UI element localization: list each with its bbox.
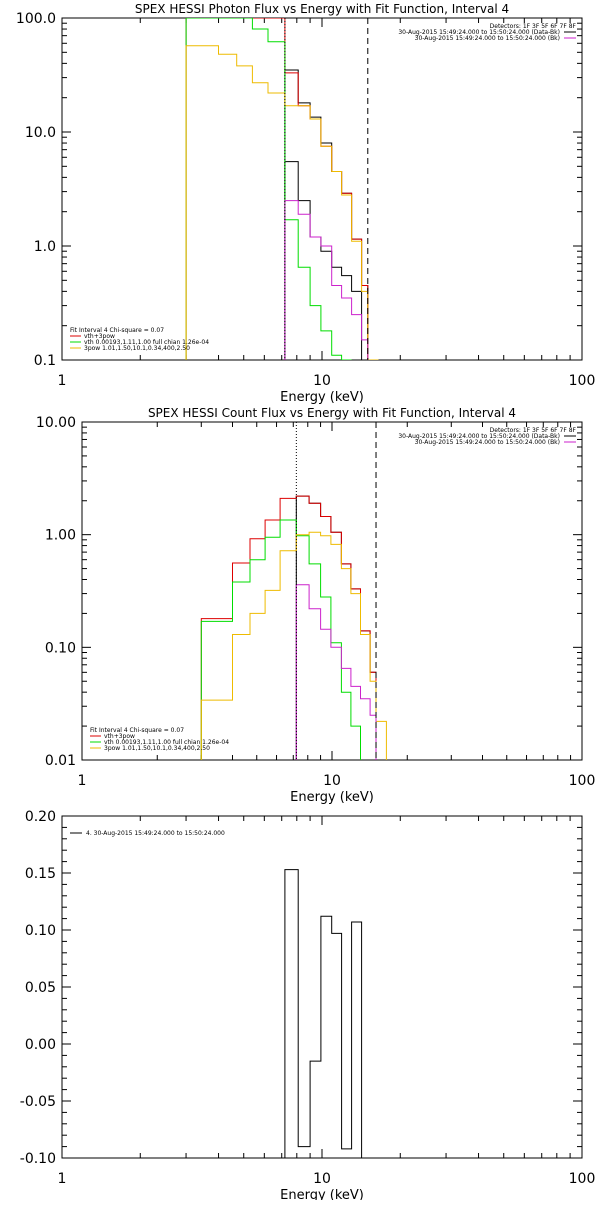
y-tick-label: 1.00 [45, 528, 76, 544]
y-tick-label: -0.05 [20, 1094, 56, 1110]
legend-bl-label: vth 0.00193,1.11,1.00 full chian 1.26e-0… [104, 739, 229, 746]
legend-tr-text: 30-Aug-2015 15:49:24.000 to 15:50:24.000… [415, 35, 560, 42]
series-group [185, 18, 379, 360]
y-tick-label: 0.10 [45, 640, 76, 656]
chart-resid: 1 10 100 Energy (keV) -0.10 -0.05 0.00 0.05 0.10… [20, 809, 596, 1203]
y-tick-label: 0.15 [25, 866, 56, 882]
y-tick-label: 10.0 [25, 125, 56, 141]
x-tick-label: 1 [78, 773, 87, 789]
x-tick-label: 10 [323, 773, 341, 789]
y-tick-label: 0.05 [25, 980, 56, 996]
chart-count: SPEX HESSI Count Flux vs Energy with Fit… [36, 406, 595, 805]
chart-title: SPEX HESSI Count Flux vs Energy with Fit… [148, 406, 516, 420]
y-tick-label: 0.10 [25, 923, 56, 939]
y-tick-label: 0.00 [25, 1037, 56, 1053]
legend-bl-label: vth 0.00193,1.11,1.00 full chian 1.26e-0… [84, 339, 209, 346]
series-4-step-line [185, 45, 379, 360]
x-tick-label: 100 [569, 773, 596, 789]
series-4-step-line [295, 584, 377, 760]
y-tick-label: 10.00 [36, 415, 76, 431]
plot-frame [61, 815, 583, 1159]
legend-tr-text: 30-Aug-2015 15:49:24.000 to 15:50:24.000… [415, 439, 560, 446]
plot-frame [81, 421, 583, 761]
x-axis-label: Energy (keV) [280, 1188, 364, 1200]
series-0-step-line [284, 869, 368, 1158]
x-axis-label: Energy (keV) [280, 390, 364, 405]
series-group [200, 495, 387, 760]
legend-bl-header: Fit Interval 4 Chi-square = 0.07 [90, 727, 184, 734]
series-1-step-line [284, 69, 369, 360]
series-3-step-line [200, 531, 387, 760]
legend-tr-text: 30-Aug-2015 15:49:24.000 to 15:50:24.000… [398, 29, 560, 36]
legend-bl-label: 3pow 1.01,1.50,10.1,0.34,400,2.50 [104, 745, 210, 752]
series-2-step-line [200, 519, 361, 760]
series-group [284, 869, 368, 1158]
x-tick-label: 10 [313, 373, 331, 389]
series-0-step-line [284, 161, 368, 360]
series-3-step-line [185, 18, 352, 360]
y-tick-label: 1.0 [34, 239, 56, 255]
chart-title: SPEX HESSI Photon Flux vs Energy with Fi… [135, 2, 509, 16]
legend-bl-label: 3pow 1.01,1.50,10.1,0.34,400,2.50 [84, 345, 190, 352]
y-tick-label: 100.0 [16, 11, 56, 27]
y-tick-label: 0.20 [25, 809, 56, 825]
legend-bl-header: Fit Interval 4 Chi-square = 0.07 [70, 327, 164, 334]
plot-frame [61, 17, 583, 361]
x-tick-label: 100 [569, 373, 596, 389]
x-tick-label: 10 [313, 1171, 331, 1187]
legend-tr-text: Detectors: 1F 3F 5F 6F 7F 8F [490, 23, 577, 30]
legend-bl-label: vth+3pow [104, 733, 135, 740]
legend-tl-label: 4. 30-Aug-2015 15:49:24.000 to 15:50:24.… [86, 830, 225, 837]
series-2-step-line [185, 18, 369, 360]
series-1-step-line [200, 495, 377, 760]
legend-tr-text: Detectors: 1F 3F 5F 6F 7F 8F [490, 427, 577, 434]
legend-bl-label: vth+3pow [84, 333, 115, 340]
series-5-step-line [284, 200, 369, 360]
chart-photon: SPEX HESSI Photon Flux vs Energy with Fi… [16, 2, 595, 405]
x-axis-label: Energy (keV) [290, 790, 374, 805]
legend-tr-text: 30-Aug-2015 15:49:24.000 to 15:50:24.000… [398, 433, 560, 440]
x-tick-label: 1 [58, 1171, 67, 1187]
x-tick-label: 100 [569, 1171, 596, 1187]
x-tick-label: 1 [58, 373, 67, 389]
y-tick-label: 0.1 [34, 353, 56, 369]
y-tick-label: -0.10 [20, 1151, 56, 1167]
y-tick-label: 0.01 [45, 753, 76, 769]
